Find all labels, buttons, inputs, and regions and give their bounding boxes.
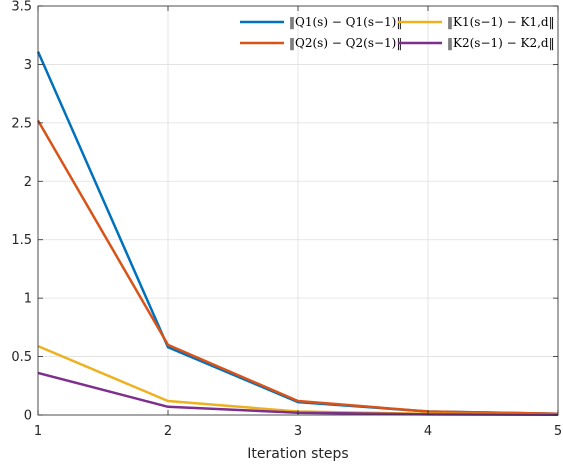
y-tick-label: 3.5 [11, 0, 32, 15]
series-line-2 [36, 119, 559, 416]
grid [37, 5, 559, 416]
y-tick-label: 0.5 [11, 350, 32, 365]
x-tick-label: 4 [424, 424, 432, 439]
y-tick-label: 1.5 [11, 233, 32, 248]
legend-label-4: ‖K2(s−1) − K2,d‖ [447, 36, 555, 50]
legend: ‖Q1(s) − Q1(s−1)‖ ‖Q2(s) − Q2(s−1)‖ ‖K1(s−… [240, 15, 555, 50]
x-tick-label: 3 [294, 424, 302, 439]
x-tick-label: 1 [34, 424, 42, 439]
legend-label-2: ‖Q2(s) − Q2(s−1)‖ [289, 36, 402, 50]
y-tick-label: 3 [24, 58, 32, 73]
x-tick-label: 2 [164, 424, 172, 439]
x-axis-title: Iteration steps [247, 446, 348, 462]
x-tick-label: 5 [554, 424, 562, 439]
y-tick-label: 0 [24, 409, 32, 424]
legend-label-3: ‖K1(s−1) − K1,d‖ [447, 15, 555, 29]
y-tick-label: 2.5 [11, 116, 32, 131]
y-tick-label: 1 [24, 292, 32, 307]
legend-label-1: ‖Q1(s) − Q1(s−1)‖ [289, 15, 402, 29]
ticks [37, 5, 559, 416]
y-tick-label: 2 [24, 175, 32, 190]
tick-labels: 1 2 3 4 5 0 0.5 1 1.5 2 2.5 3 3.5 [11, 0, 562, 439]
